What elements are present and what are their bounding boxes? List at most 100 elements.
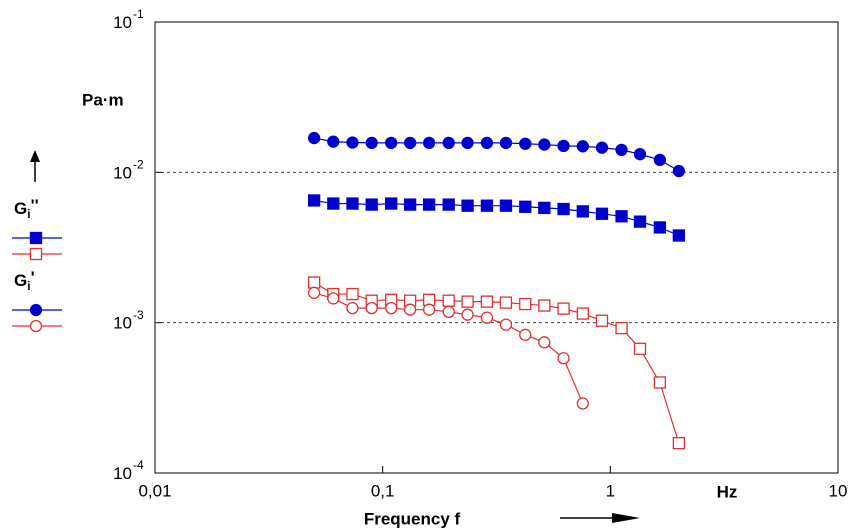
data-point [595,207,609,220]
data-point [615,143,628,157]
data-point [480,311,494,324]
data-point [480,199,494,212]
data-point [633,342,647,355]
data-point [480,295,494,308]
y-tick-base: 10 [113,464,132,483]
data-point [576,205,589,218]
data-point [442,294,455,307]
x-unit: Hz [717,482,738,501]
y-tick-base: 10 [113,314,132,333]
data-point [519,328,532,341]
x-tick-label: 0,01 [138,481,171,500]
data-point [327,135,340,148]
data-point [422,303,436,316]
data-point [653,221,666,234]
x-tick-label: 10 [829,481,848,500]
data-point [346,136,359,149]
data-point [461,308,474,321]
y-tick-exponent: -4 [133,458,144,472]
data-point [346,301,359,315]
y-unit: Pa·m [82,90,124,109]
data-point [519,200,532,213]
data-point [538,201,551,215]
x-tick-label: 0,1 [371,481,395,500]
data-point [595,314,609,327]
data-point [576,140,589,153]
data-point [499,136,513,150]
y-tick-exponent: -3 [133,308,144,322]
data-point [385,197,398,210]
data-point [557,302,570,315]
legend-marker [29,303,43,317]
legend-text: G [14,199,27,218]
data-point [595,141,609,154]
data-point [365,136,378,150]
data-point [327,292,340,305]
data-point [615,210,628,223]
y-tick-base: 10 [113,164,132,183]
data-point [442,136,455,150]
data-point [307,131,321,145]
data-point [557,139,570,153]
data-point [422,136,436,150]
data-point [672,229,686,242]
data-point [576,307,589,320]
data-point [519,137,532,150]
data-point [422,198,436,211]
data-point [365,198,378,211]
data-point [519,297,532,311]
y-arrow-head [30,150,40,162]
data-point [672,436,686,450]
legend-marker [29,247,43,261]
data-point [442,198,455,211]
data-point [442,305,455,319]
data-point [365,301,378,315]
legend-suffix: '' [31,196,39,215]
data-point [346,287,359,301]
plot-frame [154,21,839,474]
data-point [633,148,647,161]
data-point [538,138,551,151]
data-point [327,197,340,210]
data-point [538,299,551,312]
data-point [307,286,321,299]
data-point [557,352,570,365]
data-point [499,199,513,212]
legend-subscript: i [27,279,30,293]
data-point [499,318,513,331]
y-tick-label: 10 [113,164,132,183]
y-tick-exponent: -2 [133,158,144,172]
data-point [538,336,551,349]
data-point [307,276,321,289]
data-point [385,136,398,150]
x-tick-label: 1 [606,481,615,500]
data-point [461,136,474,150]
x-label: Frequency f [364,509,461,528]
data-point [461,295,474,308]
data-point [307,194,321,207]
legend-marker [29,319,43,333]
data-point [403,303,417,316]
y-tick-label: 10 [113,314,132,333]
data-point [403,136,417,150]
data-point [480,136,494,150]
y-tick-label: 10 [113,464,132,483]
data-point [615,321,628,335]
data-point [653,153,666,167]
legend-label: Gi' [14,268,35,293]
y-tick-label: 10 [113,13,132,32]
legend-subscript: i [27,207,30,221]
data-point [672,164,686,178]
data-point [461,199,474,212]
y-tick-base: 10 [113,13,132,32]
legend-text: G [14,271,27,290]
data-point [346,197,359,210]
data-point [653,376,666,389]
legend-marker [29,231,43,245]
data-point [499,296,513,309]
legend-label: Gi'' [14,196,39,221]
data-point [633,215,647,228]
data-point [576,397,589,410]
legend-suffix: ' [31,268,35,287]
